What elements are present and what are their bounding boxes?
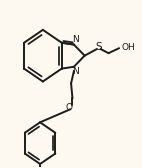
Text: N: N xyxy=(72,35,78,44)
Text: O: O xyxy=(65,103,72,112)
Text: N: N xyxy=(72,67,78,76)
Text: S: S xyxy=(95,42,102,52)
Text: OH: OH xyxy=(122,43,135,52)
